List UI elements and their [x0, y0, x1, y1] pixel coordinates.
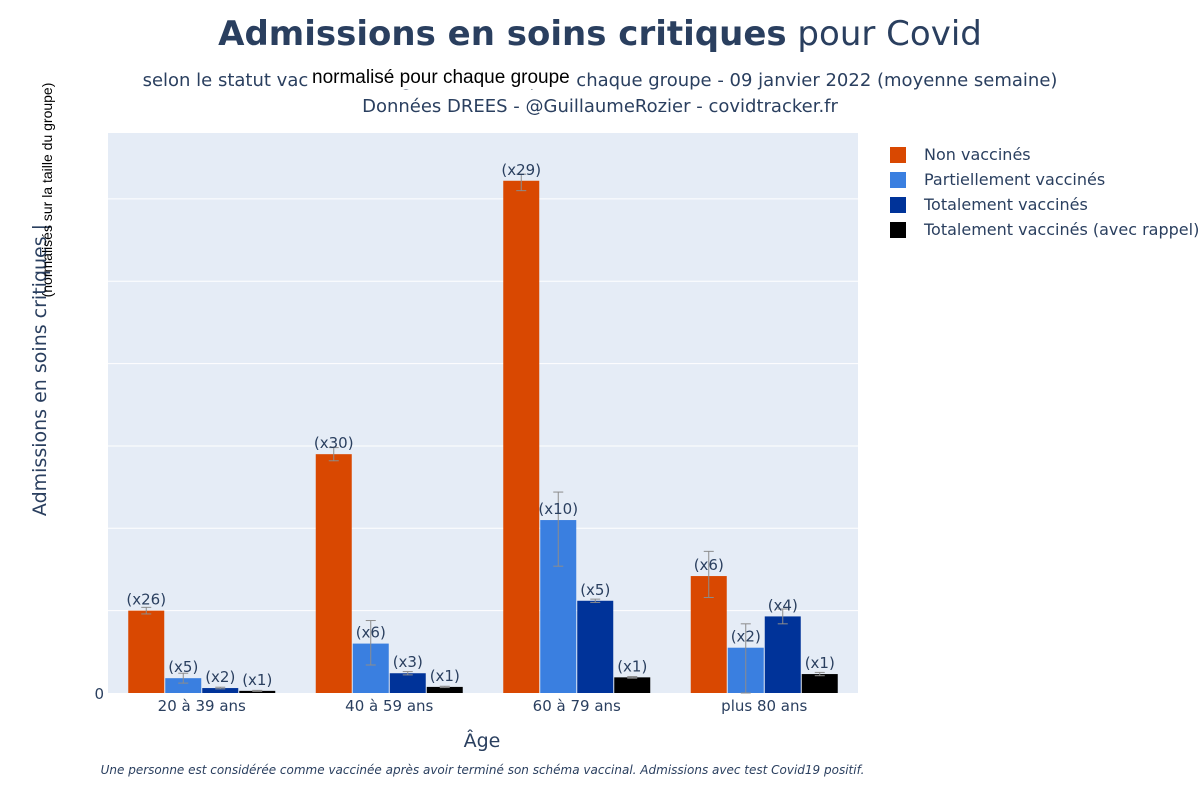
data-label: (x5): [580, 581, 610, 599]
bar: [614, 677, 651, 693]
legend-label: Non vaccinés: [924, 145, 1031, 164]
legend: Non vaccinés Partiellement vaccinés Totale…: [890, 142, 1199, 242]
legend-swatch: [890, 196, 906, 213]
data-label: (x30): [314, 434, 354, 452]
legend-item[interactable]: Totalement vaccinés (avec rappel): [890, 217, 1199, 242]
x-axis-label: Âge: [463, 730, 501, 752]
bar: [801, 674, 838, 693]
data-label: (x29): [501, 161, 541, 179]
legend-item[interactable]: Partiellement vaccinés: [890, 167, 1199, 192]
data-label: (x6): [356, 624, 386, 642]
data-label: (x10): [538, 500, 578, 518]
legend-label: Partiellement vaccinés: [924, 170, 1106, 189]
footnote: Une personne est considérée comme vaccin…: [100, 763, 865, 777]
legend-swatch: [890, 146, 906, 163]
legend-item[interactable]: Totalement vaccinés: [890, 192, 1199, 217]
plot-area: [108, 133, 858, 693]
data-label: (x1): [430, 667, 460, 685]
x-tick-label: plus 80 ans: [721, 697, 807, 715]
bar: [165, 678, 202, 693]
bar: [426, 686, 463, 693]
data-label: (x1): [617, 657, 647, 675]
data-label: (x3): [393, 653, 423, 671]
bars: [128, 180, 838, 693]
legend-item[interactable]: Non vaccinés: [890, 142, 1199, 167]
legend-swatch: [890, 171, 906, 188]
x-tick-label: 20 à 39 ans: [158, 697, 246, 715]
chart-subtitle-source: Données DREES - @GuillaumeRozier - covid…: [362, 96, 838, 117]
data-label: (x5): [168, 658, 198, 676]
data-label: (x6): [694, 556, 724, 574]
data-label: (x4): [768, 596, 798, 614]
x-tick-labels: 20 à 39 ans 40 à 59 ans 60 à 79 ans plus 80…: [158, 697, 808, 715]
y-axis-label-extra: (normalisés sur la taille du groupe): [39, 82, 55, 298]
bar: [202, 688, 239, 693]
chart-title-bold: Admissions en soins critiques: [218, 14, 787, 54]
bar: [128, 610, 165, 693]
x-tick-label: 60 à 79 ans: [533, 697, 621, 715]
data-label: (x1): [805, 654, 835, 672]
legend-label: Totalement vaccinés (avec rappel): [924, 220, 1200, 239]
data-label: (x26): [126, 591, 166, 609]
bar: [315, 454, 352, 693]
y-tick-labels: 0: [94, 685, 104, 703]
legend-swatch: [890, 221, 906, 238]
grid-lines: [108, 198, 858, 612]
data-label: (x1): [242, 671, 272, 689]
subtitle-overlay-note: normalisé pour chaque groupe: [308, 67, 574, 89]
data-label: (x2): [205, 668, 235, 686]
y-tick-label: 0: [94, 685, 104, 703]
error-bars: [141, 173, 825, 694]
data-label: (x2): [731, 628, 761, 646]
x-tick-label: 40 à 59 ans: [345, 697, 433, 715]
bar: [764, 616, 801, 693]
bar: [503, 180, 540, 693]
chart-title: Admissions en soins critiques pour Covid: [0, 14, 1200, 54]
bar: [239, 690, 276, 693]
legend-label: Totalement vaccinés: [924, 195, 1088, 214]
chart-title-rest: pour Covid: [786, 14, 982, 54]
data-labels: (x26) (x5) (x2) (x1) (x30) (x6) (x3) (x1) (x29) (…: [126, 161, 834, 689]
bar: [389, 673, 426, 693]
bar: [577, 600, 614, 693]
